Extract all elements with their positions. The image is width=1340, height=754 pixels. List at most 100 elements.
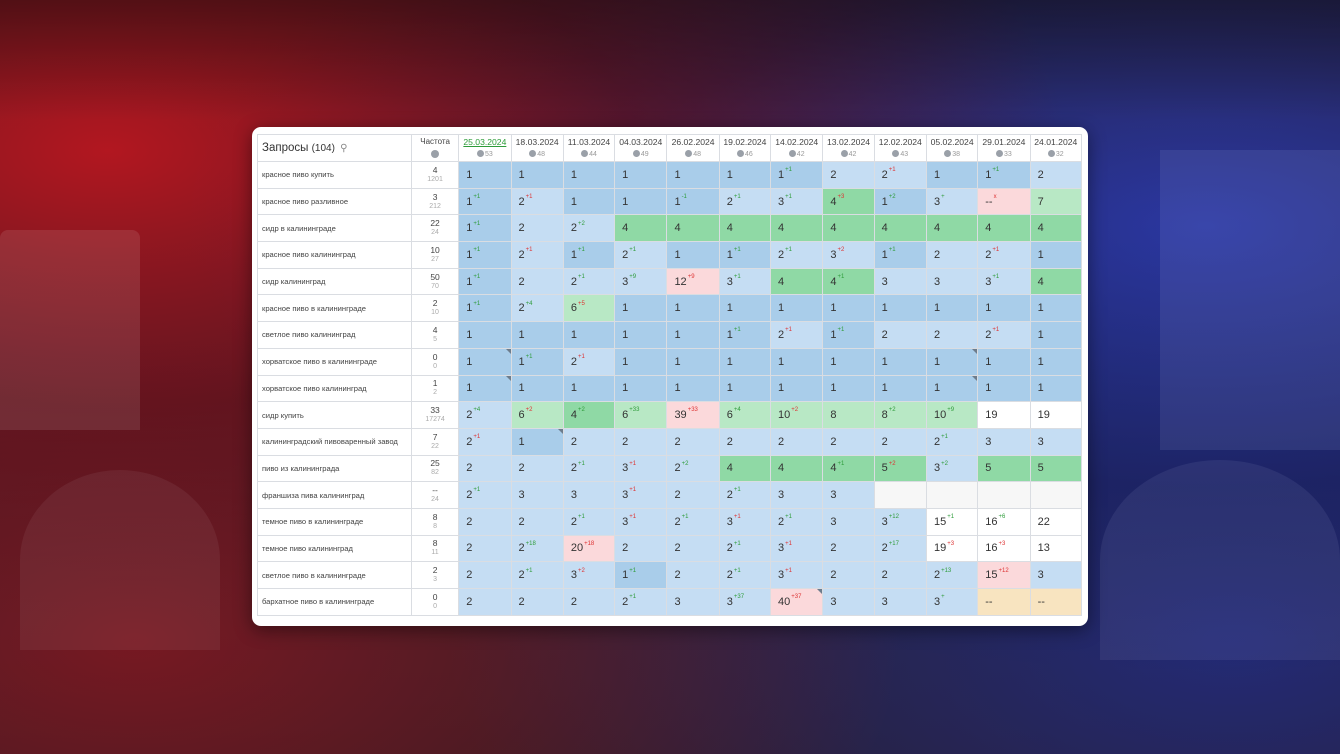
search-icon[interactable]: ⚲	[340, 143, 348, 154]
position-cell[interactable]: 1	[458, 347, 512, 376]
position-cell[interactable]: 4+3	[822, 187, 875, 216]
position-cell[interactable]: 2+1	[718, 187, 772, 216]
date-label[interactable]: 26.02.2024	[671, 136, 715, 147]
position-cell[interactable]: 1	[666, 347, 720, 376]
position-cell[interactable]: 1	[666, 241, 720, 269]
position-cell[interactable]: 3+37	[718, 588, 772, 616]
position-cell[interactable]: 2	[822, 161, 875, 189]
date-column-header[interactable]: 14.02.2024 42	[770, 134, 824, 162]
position-cell[interactable]: 1	[458, 161, 512, 189]
position-cell[interactable]: 3+2	[562, 561, 616, 589]
position-cell[interactable]: 1	[666, 294, 720, 323]
position-cell[interactable]: 6+5	[562, 294, 616, 323]
position-cell[interactable]: 1	[666, 161, 720, 189]
position-cell[interactable]: 2+13	[925, 561, 979, 589]
position-cell[interactable]: 2+1	[666, 507, 720, 536]
position-cell[interactable]: 2	[510, 267, 564, 296]
date-column-header[interactable]: 04.03.2024 49	[614, 134, 668, 162]
position-cell[interactable]: 3+1	[614, 507, 668, 536]
position-cell[interactable]: 5	[1029, 454, 1083, 483]
position-cell[interactable]: 3	[1029, 561, 1083, 589]
position-cell[interactable]: 2+17	[873, 534, 927, 563]
position-cell[interactable]: 1	[977, 294, 1031, 323]
position-cell[interactable]: 16+3	[977, 534, 1031, 563]
position-cell[interactable]: 1	[770, 374, 824, 403]
date-column-header[interactable]: 11.03.2024 44	[562, 134, 616, 162]
position-cell[interactable]: 2+1	[770, 507, 824, 536]
position-cell[interactable]: 4	[718, 454, 772, 483]
position-cell[interactable]: 3+2	[822, 241, 875, 269]
position-cell[interactable]: 1	[977, 374, 1031, 403]
date-column-header[interactable]: 19.02.2024 46	[718, 134, 772, 162]
position-cell[interactable]: 5+2	[873, 454, 927, 483]
position-cell[interactable]: 2	[458, 507, 512, 536]
date-label[interactable]: 05.02.2024	[930, 136, 974, 147]
position-cell[interactable]: 15+1	[925, 507, 979, 536]
position-cell[interactable]: 2+2	[666, 454, 720, 483]
position-cell[interactable]: 2	[666, 534, 720, 563]
position-cell[interactable]: 1	[614, 161, 668, 189]
position-cell[interactable]: 2	[925, 241, 979, 269]
frequency-header[interactable]: Частота	[410, 134, 460, 162]
position-cell[interactable]: 1+1	[977, 161, 1031, 189]
position-cell[interactable]: 4+1	[822, 267, 875, 296]
query-name[interactable]: франшиза пива калининград	[257, 481, 412, 509]
position-cell[interactable]: 1	[562, 374, 616, 403]
query-name[interactable]: калининградский пивоваренный завод	[257, 427, 412, 456]
position-cell[interactable]: 2	[873, 561, 927, 589]
position-cell[interactable]: 1+1	[873, 241, 927, 269]
position-cell[interactable]: 1	[822, 374, 875, 403]
position-cell[interactable]: 1	[718, 161, 772, 189]
position-cell[interactable]: 2	[873, 321, 927, 349]
position-cell[interactable]: 2+1	[562, 454, 616, 483]
position-cell[interactable]: 2+1	[977, 321, 1031, 349]
position-cell[interactable]: 1	[510, 321, 564, 349]
query-name[interactable]: светлое пиво калининград	[257, 321, 412, 349]
position-cell[interactable]: 10+2	[770, 401, 824, 429]
query-name[interactable]: темное пиво калининград	[257, 534, 412, 563]
date-label[interactable]: 13.02.2024	[827, 136, 871, 147]
date-column-header[interactable]: 18.03.2024 48	[510, 134, 564, 162]
position-cell[interactable]: 3	[977, 427, 1031, 456]
position-cell[interactable]: 2	[458, 588, 512, 616]
position-cell[interactable]: 2	[510, 588, 564, 616]
position-cell[interactable]: 2+1	[977, 241, 1031, 269]
position-cell[interactable]: 1	[562, 187, 616, 216]
position-cell[interactable]: 1	[614, 187, 668, 216]
position-cell[interactable]: 1	[614, 374, 668, 403]
position-cell[interactable]: 2	[458, 454, 512, 483]
position-cell[interactable]: 2	[770, 427, 824, 456]
position-cell[interactable]: 1	[1029, 347, 1083, 376]
position-cell[interactable]: 1	[510, 374, 564, 403]
date-label[interactable]: 14.02.2024	[775, 136, 819, 147]
date-label[interactable]: 11.03.2024	[567, 136, 611, 147]
position-cell[interactable]: 3	[822, 507, 875, 536]
position-cell[interactable]: 3	[873, 267, 927, 296]
position-cell[interactable]: 1+1	[718, 241, 772, 269]
position-cell[interactable]: 2	[562, 588, 616, 616]
position-cell[interactable]: 2+1	[562, 267, 616, 296]
position-cell[interactable]: 2+1	[718, 481, 772, 509]
position-cell[interactable]: 1	[1029, 321, 1083, 349]
position-cell[interactable]: 20+18	[562, 534, 616, 563]
position-cell[interactable]: 4	[718, 214, 772, 243]
position-cell[interactable]: 1+1	[458, 214, 512, 243]
position-cell[interactable]: 1	[718, 294, 772, 323]
queries-header[interactable]: Запросы (104) ⚲	[257, 134, 412, 162]
date-column-header[interactable]: 29.01.2024 33	[977, 134, 1031, 162]
query-name[interactable]: хорватское пиво в калининграде	[257, 347, 412, 376]
position-cell[interactable]: --	[977, 588, 1031, 616]
position-cell[interactable]: 2	[458, 561, 512, 589]
position-cell[interactable]: 4+1	[822, 454, 875, 483]
position-cell[interactable]: 1+1	[458, 294, 512, 323]
position-cell[interactable]: 1	[1029, 241, 1083, 269]
position-cell[interactable]: 2+1	[718, 561, 772, 589]
position-cell[interactable]: --	[1029, 588, 1083, 616]
position-cell[interactable]: 15+12	[977, 561, 1031, 589]
date-column-header[interactable]: 26.02.2024 48	[666, 134, 720, 162]
date-label[interactable]: 04.03.2024	[619, 136, 663, 147]
position-cell[interactable]: 4	[822, 214, 875, 243]
query-name[interactable]: красное пиво в калининграде	[257, 294, 412, 323]
position-cell[interactable]: 7	[1029, 187, 1083, 216]
position-cell[interactable]: 19	[1029, 401, 1083, 429]
